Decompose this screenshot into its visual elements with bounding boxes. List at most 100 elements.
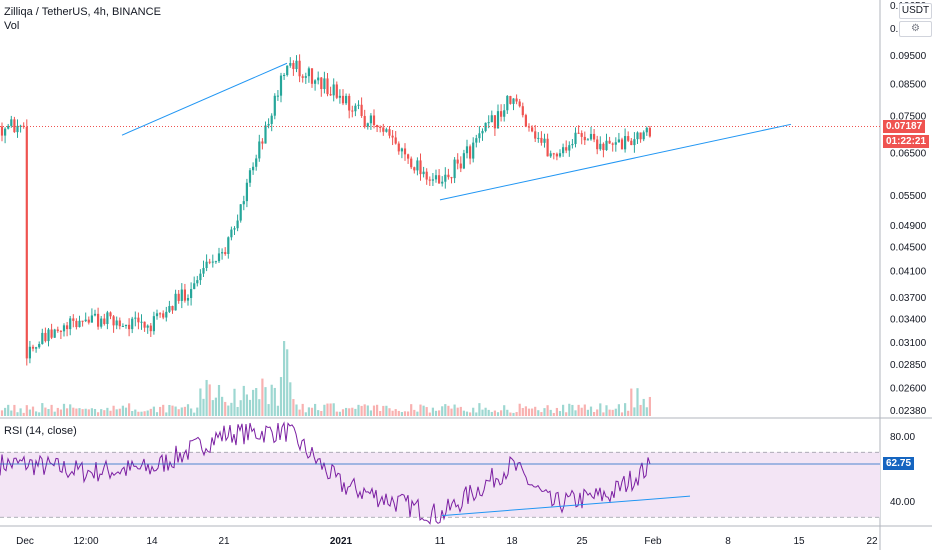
volume-bar: [394, 409, 397, 416]
volume-bar: [444, 404, 447, 416]
volume-bar: [552, 412, 555, 416]
candle-body: [425, 171, 428, 180]
candle-body: [13, 119, 16, 133]
volume-bar: [599, 403, 602, 416]
candle-body: [577, 132, 580, 134]
candle-body: [441, 181, 444, 184]
candle-body: [258, 141, 261, 159]
volume-bar: [434, 410, 438, 416]
candle-body: [490, 115, 493, 123]
candle-body: [407, 154, 410, 159]
volume-bar: [72, 407, 75, 416]
candle-body: [332, 84, 335, 96]
volume-bar: [155, 412, 159, 416]
volume-bar: [639, 404, 642, 416]
volume-bar: [357, 404, 360, 416]
candle-body: [589, 133, 593, 140]
candle-body: [571, 144, 574, 146]
volume-bar: [568, 403, 571, 416]
volume-bar: [267, 404, 270, 416]
candle-body: [140, 321, 143, 323]
currency-button[interactable]: USDT: [899, 3, 932, 19]
candle-body: [562, 147, 565, 154]
candle-body: [456, 159, 459, 164]
settings-button[interactable]: ⚙: [899, 21, 932, 37]
volume-bar: [276, 405, 279, 416]
candle-body: [193, 283, 196, 290]
volume-bar: [168, 404, 171, 416]
volume-bar: [177, 409, 180, 416]
volume-bar: [518, 403, 521, 416]
candle-body: [391, 135, 394, 138]
candle-body: [462, 153, 465, 169]
volume-bar: [81, 409, 84, 416]
volume-bar: [360, 405, 363, 416]
candle-body: [103, 318, 106, 325]
volume-bar: [496, 412, 500, 416]
volume-bar: [469, 412, 472, 416]
candle-body: [245, 182, 248, 202]
volume-bar: [574, 410, 577, 416]
volume-bar: [636, 388, 639, 416]
volume-bar: [273, 387, 276, 416]
volume-bar: [583, 404, 586, 416]
candle-body: [90, 315, 93, 323]
volume-bar: [326, 403, 329, 416]
candle-body: [273, 95, 276, 116]
candle-body: [639, 132, 642, 140]
volume-bar: [642, 398, 645, 416]
candle-body: [255, 158, 258, 167]
candle-body: [155, 313, 159, 317]
candle-body: [531, 127, 534, 132]
volume-bar: [614, 408, 617, 416]
candle-body: [248, 170, 252, 183]
volume-bar: [183, 406, 186, 416]
candle-body: [289, 63, 292, 66]
candle-body: [134, 317, 137, 319]
candle-body: [4, 128, 7, 136]
candle-body: [617, 139, 620, 143]
volume-bar: [143, 411, 146, 416]
volume-bar: [199, 388, 202, 416]
price-tick-label: 0.04900: [890, 221, 927, 232]
volume-bar: [106, 407, 109, 416]
current-price-chip: 0.07187: [883, 120, 926, 133]
candle-body: [320, 77, 323, 90]
volume-bar: [385, 405, 388, 416]
volume-bar: [13, 404, 16, 416]
volume-bar: [648, 396, 651, 416]
volume-bar: [118, 408, 121, 416]
candle-body: [540, 137, 543, 143]
candle-body: [552, 153, 555, 155]
volume-bar: [261, 378, 264, 416]
volume-bar: [515, 412, 518, 416]
candle-body: [524, 115, 527, 127]
volume-bar: [93, 408, 97, 416]
candle-body: [270, 115, 273, 124]
volume-bar: [140, 411, 143, 416]
volume-bar: [453, 404, 456, 416]
candle-body: [41, 332, 44, 344]
candle-body: [171, 306, 174, 311]
volume-bar: [78, 408, 81, 416]
volume-bar: [121, 405, 124, 416]
candle-body: [419, 160, 422, 175]
candle-body: [298, 60, 301, 77]
candle-body: [428, 179, 431, 181]
candle-body: [648, 127, 651, 137]
volume-bar: [10, 410, 13, 416]
rsi-tick-label: 80.00: [890, 432, 915, 443]
candle-body: [59, 330, 62, 332]
volume-bar: [577, 404, 580, 416]
volume-bar: [87, 409, 90, 416]
candle-body: [31, 346, 35, 349]
candle-body: [252, 166, 255, 171]
candle-body: [416, 160, 419, 171]
volume-bar: [174, 406, 177, 416]
candle-body: [314, 80, 317, 84]
volume-bar: [66, 408, 69, 416]
volume-bar: [289, 382, 292, 416]
volume-bar: [171, 405, 174, 416]
candle-body: [593, 133, 596, 140]
